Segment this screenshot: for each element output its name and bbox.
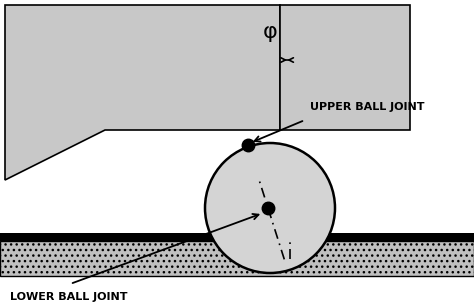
Circle shape (205, 143, 335, 273)
Polygon shape (5, 5, 280, 180)
Text: φ: φ (263, 22, 277, 42)
Text: LOWER BALL JOINT: LOWER BALL JOINT (10, 292, 128, 302)
Bar (0, 233, 474, 241)
Bar (0, 241, 474, 276)
Polygon shape (280, 5, 410, 130)
Text: UPPER BALL JOINT: UPPER BALL JOINT (310, 102, 425, 112)
